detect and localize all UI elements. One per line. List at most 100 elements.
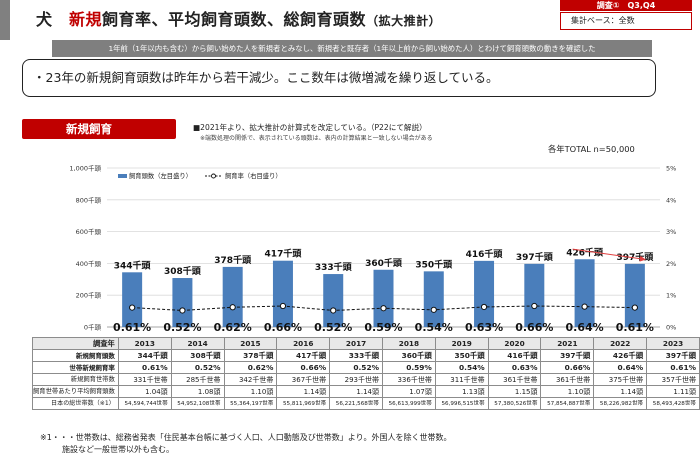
bar bbox=[474, 260, 495, 327]
bar bbox=[222, 266, 243, 327]
table-row-header: 日本の総世帯数（※1） bbox=[32, 397, 119, 410]
table-year-cell: 2018 bbox=[382, 337, 436, 350]
table-cell: 285千世帯 bbox=[170, 373, 225, 386]
bar-value-label: 333千頭 bbox=[315, 261, 353, 273]
y-left-tick-label: 600千頭 bbox=[76, 227, 102, 236]
title-main: 飼育率、平均飼育頭数、総飼育頭数 bbox=[102, 10, 367, 29]
rate-value-label: 0.54% bbox=[415, 321, 453, 334]
table-cell: 361千世帯 bbox=[487, 373, 542, 386]
table-header-row: 調査年 2013 2014 2015 2016 2017 2018 2019 2020 2021 2… bbox=[32, 337, 700, 350]
table-row: 新規飼育頭数 344千頭 308千頭 378千頭 417千頭 333千頭 360千頭 350千… bbox=[32, 349, 700, 362]
legend-bar-label: 飼育頭数（左目盛り） bbox=[129, 171, 192, 180]
rate-point bbox=[229, 304, 236, 311]
rate-value-label: 0.66% bbox=[264, 321, 302, 334]
table-row-header: 飼育世帯あたり平均飼育頭数 bbox=[32, 385, 119, 398]
table-cell: 56,221,568世帯 bbox=[329, 397, 383, 410]
table-cell: 344千頭 bbox=[117, 349, 172, 362]
table-cell: 57,854,887世帯 bbox=[540, 397, 595, 410]
bar bbox=[373, 269, 394, 327]
table-cell: 1.14頭 bbox=[276, 385, 331, 398]
table-cell: 1.14頭 bbox=[329, 385, 383, 398]
bar bbox=[574, 259, 595, 327]
legend-bar-swatch bbox=[118, 174, 127, 178]
bar bbox=[524, 263, 545, 327]
rate-point bbox=[480, 303, 488, 311]
table-cell: 55,364,197世帯 bbox=[223, 397, 278, 410]
table-cell: 336千世帯 bbox=[382, 373, 436, 386]
table-cell: 1.10頭 bbox=[540, 385, 595, 398]
calc-change-note: ■2021年より、拡大推計の計算式を改定している。（P22にて解説） bbox=[193, 123, 427, 132]
table-cell: 57,380,526世帯 bbox=[487, 397, 542, 410]
title-prefix: 犬 bbox=[36, 10, 53, 29]
table-cell: 357千世帯 bbox=[646, 373, 700, 386]
table-cell: 378千頭 bbox=[223, 349, 278, 362]
table-cell: 1.14頭 bbox=[593, 385, 648, 398]
table-row: 世帯新規飼育率 0.61% 0.52% 0.62% 0.66% 0.52% 0.59% 0.5… bbox=[32, 361, 700, 374]
bar-value-label: 397千頭 bbox=[516, 251, 554, 263]
table-cell: 1.15頭 bbox=[487, 385, 542, 398]
y-left-tick-label: 800千頭 bbox=[76, 195, 102, 204]
table-cell: 333千頭 bbox=[329, 349, 383, 362]
survey-tag: 調査① Q3,Q4 bbox=[560, 0, 692, 11]
table-year-cell: 2014 bbox=[170, 337, 225, 350]
rate-value-label: 0.52% bbox=[314, 321, 352, 334]
bar-value-label: 426千頭 bbox=[566, 246, 604, 258]
table-cell: 417千頭 bbox=[276, 349, 331, 362]
rate-value-label: 0.61% bbox=[616, 321, 654, 334]
bar-value-label: 308千頭 bbox=[164, 265, 202, 277]
table-cell: 350千頭 bbox=[434, 349, 489, 362]
table-row-header: 世帯新規飼育率 bbox=[32, 361, 119, 374]
bar bbox=[122, 272, 143, 327]
footnote: ※1・・・世帯数は、総務省発表「住民基本台帳に基づく人口、人口動態及び世帯数」よ… bbox=[40, 432, 451, 456]
rate-value-label: 0.52% bbox=[163, 321, 201, 334]
table-row: 新規飼育世帯数 331千世帯 285千世帯 342千世帯 367千世帯 293千世帯 336… bbox=[32, 373, 700, 386]
table-year-cell: 2022 bbox=[593, 337, 648, 350]
bar bbox=[323, 274, 344, 327]
table-cell: 367千世帯 bbox=[276, 373, 331, 386]
rate-point bbox=[631, 304, 638, 311]
rate-value-label: 0.63% bbox=[465, 321, 503, 334]
table-cell: 58,226,982世帯 bbox=[593, 397, 648, 410]
table-cell: 55,811,969世帯 bbox=[276, 397, 331, 410]
table-cell: 311千世帯 bbox=[434, 373, 489, 386]
legend-line-label: 飼育率（右目盛り） bbox=[225, 171, 282, 180]
legend-line-marker bbox=[211, 173, 216, 179]
table-cell: 54,952,108世帯 bbox=[170, 397, 225, 410]
table-year-cell: 2023 bbox=[646, 337, 700, 350]
table-cell: 0.63% bbox=[487, 361, 542, 374]
bar-value-label: 416千頭 bbox=[466, 248, 504, 260]
table-cell: 360千頭 bbox=[382, 349, 436, 362]
footnote-line-1: ※1・・・世帯数は、総務省発表「住民基本台帳に基づく人口、人口動態及び世帯数」よ… bbox=[40, 433, 452, 442]
rate-value-label: 0.62% bbox=[214, 321, 252, 334]
table-cell: 375千世帯 bbox=[593, 373, 648, 386]
table-cell: 0.62% bbox=[223, 361, 278, 374]
y-left-tick-label: 1,000千頭 bbox=[69, 164, 101, 173]
table-cell: 0.59% bbox=[382, 361, 436, 374]
table-cell: 397千頭 bbox=[540, 349, 595, 362]
table-row-header: 調査年 bbox=[32, 337, 119, 350]
table-year-cell: 2013 bbox=[117, 337, 172, 350]
table-row-header: 新規飼育世帯数 bbox=[32, 373, 119, 386]
table-cell: 426千頭 bbox=[593, 349, 648, 362]
rate-point bbox=[380, 305, 387, 312]
y-left-tick-label: 200千頭 bbox=[76, 291, 102, 300]
table-cell: 0.52% bbox=[170, 361, 225, 374]
rate-value-label: 0.66% bbox=[515, 321, 553, 334]
y-right-tick-label: 4% bbox=[666, 196, 676, 204]
table-cell: 1.11頭 bbox=[646, 385, 700, 398]
title-suffix: （拡大推計） bbox=[366, 14, 442, 28]
table-cell: 56,613,999世帯 bbox=[382, 397, 436, 410]
summary-box: ・23年の新規飼育頭数は昨年から若干減少。ここ数年は微増減を繰り返している。 bbox=[22, 59, 656, 97]
rate-point bbox=[531, 302, 538, 310]
table-row: 日本の総世帯数（※1） 54,594,744世帯 54,952,108世帯 55,36… bbox=[32, 397, 700, 410]
bar-value-label: 344千頭 bbox=[114, 259, 152, 271]
bar-value-label: 360千頭 bbox=[365, 257, 403, 269]
rate-point bbox=[129, 304, 136, 311]
rate-point bbox=[330, 307, 337, 314]
bar-value-label: 397千頭 bbox=[616, 251, 654, 263]
table-year-cell: 2016 bbox=[276, 337, 331, 350]
bar bbox=[423, 271, 444, 327]
table-row-header: 新規飼育頭数 bbox=[32, 349, 119, 362]
bar-value-label: 350千頭 bbox=[415, 258, 453, 270]
